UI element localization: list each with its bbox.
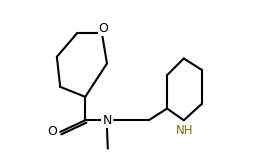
Text: O: O [99,22,108,35]
Text: NH: NH [176,124,193,137]
Text: O: O [48,125,58,138]
Text: N: N [102,114,112,127]
